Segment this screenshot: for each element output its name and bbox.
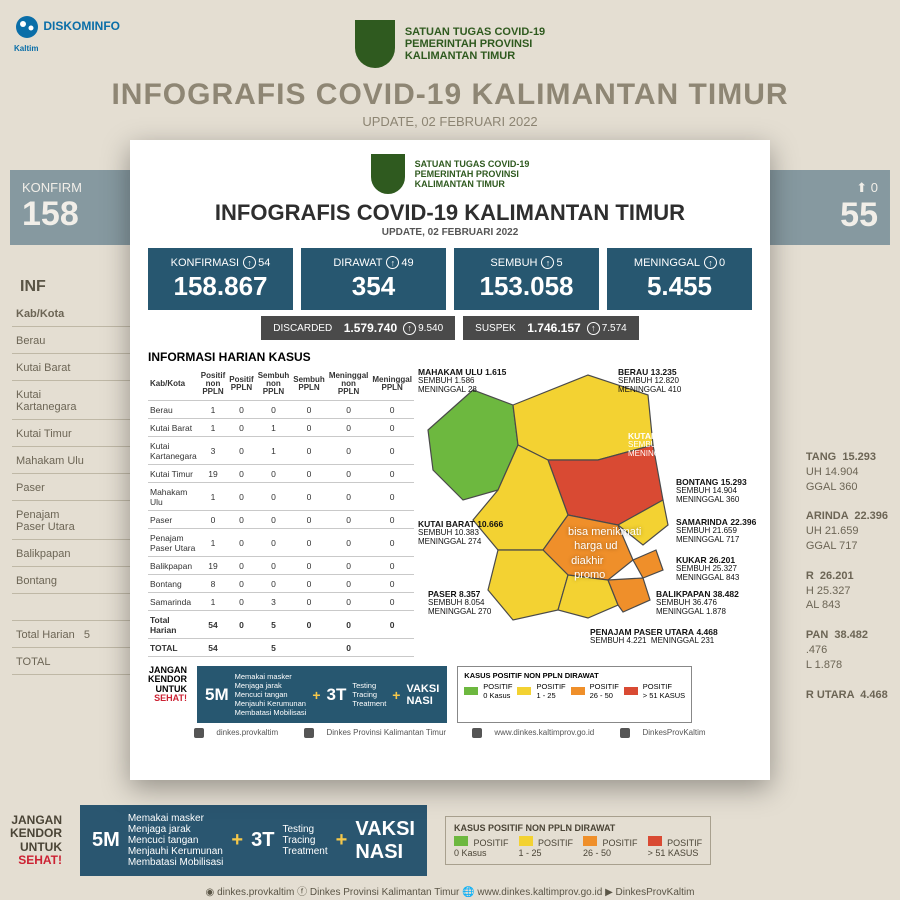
shield-icon — [355, 20, 395, 68]
legend-item: POSITIF26 - 50 — [571, 682, 619, 700]
bg-social: ◉ dinkes.provkaltim ⓕ Dinkes Provinsi Ka… — [0, 883, 900, 898]
legend-item: POSITIF0 Kasus — [464, 682, 512, 700]
legend-item: POSITIF26 - 50 — [583, 836, 638, 858]
secondary-stat: DISCARDED 1.579.740 ↑9.540 — [261, 316, 455, 340]
secondary-stat: SUSPEK 1.746.157 ↑7.574 — [463, 316, 639, 340]
map-legend: KASUS POSITIF NON PPLN DIRAWAT POSITIF0 … — [457, 666, 692, 723]
legend-item: POSITIF> 51 KASUS — [648, 836, 703, 858]
map-label-bontang: BONTANG 15.293 SEMBUH 14.904MENINGGAL 36… — [676, 478, 747, 504]
bg-title: INFOGRAFIS COVID-19 KALIMANTAN TIMUR — [0, 78, 900, 112]
bg-header: SATUAN TUGAS COVID-19PEMERINTAH PROVINSI… — [0, 20, 900, 129]
card-subtitle: UPDATE, 02 FEBRUARI 2022 — [148, 227, 752, 238]
map-label-ppu: PENAJAM PASER UTARA 4.468 SEMBUH 4.221 M… — [590, 628, 718, 646]
stat-box: MENINGGAL ↑0 5.455 — [607, 248, 752, 310]
globe-icon — [472, 728, 482, 738]
map-label-kukar: KUKAR 26.201 SEMBUH 25.327MENINGGAL 843 — [676, 556, 739, 582]
stat-boxes: KONFIRMASI ↑54 158.867 DIRAWAT ↑49 354 S… — [148, 248, 752, 310]
5m-3t-vaksinasi: 5M Memakai masker Menjaga jarak Mencuci … — [197, 666, 447, 723]
legend-item: POSITIF1 - 25 — [519, 836, 574, 858]
social-links: dinkes.provkaltim Dinkes Provinsi Kalima… — [148, 728, 752, 738]
legend-item: POSITIF> 51 KASUS — [624, 682, 685, 700]
map-label-balikpapan: BALIKPAPAN 38.482 SEMBUH 36.476MENINGGAL… — [656, 590, 739, 616]
shield-icon — [371, 154, 405, 194]
legend-item: POSITIF0 Kasus — [454, 836, 509, 858]
secondary-stats: DISCARDED 1.579.740 ↑9.540 SUSPEK 1.746.… — [148, 316, 752, 340]
bg-subtitle: UPDATE, 02 FEBRUARI 2022 — [0, 114, 900, 129]
daily-table: Kab/KotaPositifnonPPLNPositifPPLNSembuhn… — [148, 368, 414, 657]
province-map: MAHAKAM ULU 1.615 SEMBUH 1.586MENINGGAL … — [418, 350, 752, 660]
map-label-kubar: KUTAI BARAT 10.666 SEMBUH 10.383MENINGGA… — [418, 520, 503, 546]
card-title: INFOGRAFIS COVID-19 KALIMANTAN TIMUR — [148, 200, 752, 226]
map-label-berau: BERAU 13.235 SEMBUH 12.820MENINGGAL 410 — [618, 368, 681, 394]
bg-map-labels: TANG 15.293UH 14.904GGAL 360 ARINDA 22.3… — [806, 450, 888, 702]
jangan-kendor: JANGANKENDOR UNTUKSEHAT! — [148, 666, 187, 723]
youtube-icon — [620, 728, 630, 738]
bg-section-title: INF — [20, 278, 46, 296]
instagram-icon — [194, 728, 204, 738]
stat-box: SEMBUH ↑5 153.058 — [454, 248, 599, 310]
stat-box: KONFIRMASI ↑54 158.867 — [148, 248, 293, 310]
bg-bottom-bar: JANGANKENDORUNTUKSEHAT! 5MMemakai masker… — [10, 805, 890, 876]
map-label-mahulu: MAHAKAM ULU 1.615 SEMBUH 1.586MENINGGAL … — [418, 368, 506, 394]
map-label-paser: PASER 8.357 SEMBUH 8.054MENINGGAL 270 — [428, 590, 491, 616]
region-samarinda — [633, 550, 663, 578]
daily-title: INFORMASI HARIAN KASUS — [148, 350, 408, 364]
map-label-samarinda: SAMARINDA 22.396 SEMBUH 21.659MENINGGAL … — [676, 518, 756, 544]
infographic-card: SATUAN TUGAS COVID-19PEMERINTAH PROVINSI… — [130, 140, 770, 780]
facebook-icon — [304, 728, 314, 738]
stat-box: DIRAWAT ↑49 354 — [301, 248, 446, 310]
map-label-kutim: KUTAI TIMUR 18.154 SEMBUH 17.629MENINGGA… — [628, 432, 711, 458]
legend-item: POSITIF1 - 25 — [517, 682, 565, 700]
